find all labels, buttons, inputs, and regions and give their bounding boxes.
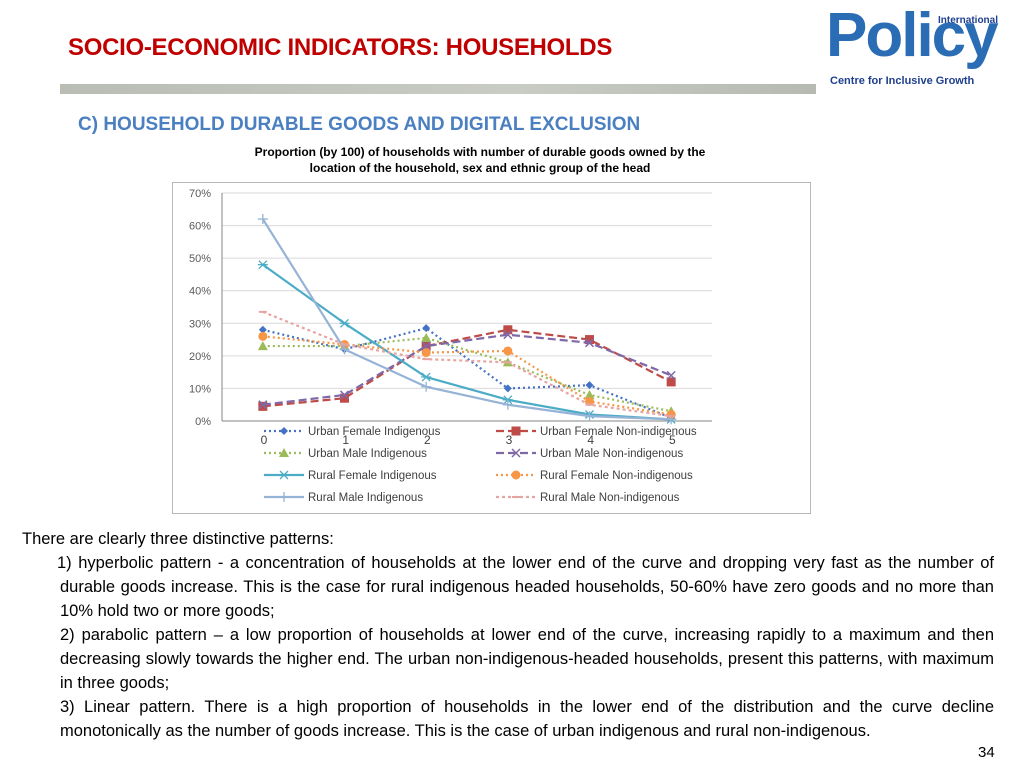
y-tick-label: 50% xyxy=(189,253,211,265)
data-point xyxy=(503,346,513,356)
series-line xyxy=(262,263,672,421)
legend-label: Rural Female Indigenous xyxy=(308,470,437,482)
data-point xyxy=(421,332,432,342)
data-point xyxy=(511,470,521,480)
data-point xyxy=(257,214,268,225)
data-point xyxy=(421,372,432,382)
data-point xyxy=(666,377,676,387)
data-point xyxy=(502,399,513,410)
data-point xyxy=(258,331,268,341)
series-rural-female-indigenous xyxy=(257,260,677,424)
chart-caption-line2: location of the household, sex and ethni… xyxy=(309,161,651,175)
body-text: There are clearly three distinctive patt… xyxy=(22,527,994,743)
data-point xyxy=(279,470,289,480)
patterns-intro: There are clearly three distinctive patt… xyxy=(22,530,334,548)
page-number: 34 xyxy=(978,744,995,761)
data-point xyxy=(258,325,267,334)
legend-label: Urban Male Non-indigenous xyxy=(540,448,683,460)
legend-item: Rural Male Indigenous xyxy=(264,492,423,504)
data-point xyxy=(340,393,349,403)
legend-label: Rural Male Non-indigenous xyxy=(540,492,680,504)
series-line xyxy=(262,336,672,413)
y-tick-label: 30% xyxy=(189,318,211,330)
legend-item: Urban Male Non-indigenous xyxy=(496,448,683,460)
legend-item: Urban Female Non-indigenous xyxy=(496,426,697,438)
data-point xyxy=(339,344,350,355)
data-point xyxy=(339,390,350,400)
legend-item: Rural Male Non-indigenous xyxy=(496,492,680,504)
series-urban-male-indigenous xyxy=(257,332,677,416)
legend-item: Urban Female Indigenous xyxy=(264,426,441,438)
series-line xyxy=(262,327,672,419)
legend-label: Urban Female Indigenous xyxy=(308,426,441,438)
x-tick-label: 2 xyxy=(424,433,431,447)
data-point xyxy=(503,384,512,393)
data-point xyxy=(280,427,288,435)
y-tick-label: 0% xyxy=(195,416,211,428)
data-point xyxy=(279,492,289,502)
series-line xyxy=(262,333,672,406)
y-tick-label: 10% xyxy=(189,383,211,395)
data-point xyxy=(421,381,432,392)
series-line xyxy=(261,218,672,421)
series-rural-male-non-indigenous xyxy=(258,310,676,418)
legend-label: Rural Female Non-indigenous xyxy=(540,470,693,482)
series-line xyxy=(262,335,672,416)
chart-caption-line1: Proportion (by 100) of households with n… xyxy=(254,145,706,159)
data-point xyxy=(421,341,431,351)
series-line xyxy=(262,310,672,418)
logo-wordmark: Policy xyxy=(826,1,999,70)
chart-container: 0% 10% 20% 30% 40% 50% 60% 70% 0 1 2 3 4 5 Urban Femal… xyxy=(172,182,811,514)
pattern-linear: 3) Linear pattern. There is a high propo… xyxy=(60,698,994,740)
legend-item: Urban Male Indigenous xyxy=(264,448,427,460)
data-point xyxy=(257,260,268,270)
data-point xyxy=(585,381,594,390)
data-point xyxy=(422,324,431,333)
series-rural-male-indigenous xyxy=(257,214,677,425)
logo-international-text: International xyxy=(938,15,999,26)
data-point xyxy=(584,411,595,422)
data-point xyxy=(585,335,594,345)
y-tick-label: 40% xyxy=(189,286,211,298)
series-line xyxy=(262,328,672,408)
title-divider xyxy=(60,84,816,94)
x-tick-label: 5 xyxy=(669,433,676,447)
x-tick-label: 1 xyxy=(342,433,349,447)
data-point xyxy=(584,389,595,399)
data-point xyxy=(258,400,268,410)
data-point xyxy=(339,318,350,328)
y-tick-label: 60% xyxy=(189,221,211,233)
policy-logo: International Policy Centre for Inclusiv… xyxy=(820,1,1020,98)
legend-item: Rural Female Indigenous xyxy=(264,470,437,482)
x-tick-label: 3 xyxy=(506,433,513,447)
logo-tagline: Centre for Inclusive Growth xyxy=(830,75,975,87)
legend-label: Rural Male Indigenous xyxy=(308,492,423,504)
pattern-hyperbolic: 1) hyperbolic pattern - a concentration … xyxy=(57,554,994,620)
data-point xyxy=(503,325,513,335)
legend-label: Urban Male Indigenous xyxy=(308,448,427,460)
pattern-parabolic: 2) parabolic pattern – a low proportion … xyxy=(60,626,994,692)
y-tick-label: 70% xyxy=(189,188,211,200)
legend-label: Urban Female Non-indigenous xyxy=(540,426,697,438)
data-point xyxy=(511,426,521,436)
data-point xyxy=(511,448,521,458)
series-urban-male-non-indigenous xyxy=(258,330,676,410)
series-urban-female-non-indigenous xyxy=(258,325,676,411)
section-subtitle: C) HOUSEHOLD DURABLE GOODS AND DIGITAL E… xyxy=(78,114,641,135)
series-rural-female-non-indigenous xyxy=(258,331,676,419)
data-point xyxy=(503,330,513,340)
data-point xyxy=(258,401,268,411)
x-tick-label: 4 xyxy=(587,433,594,447)
chart-caption: Proportion (by 100) of households with n… xyxy=(190,144,770,176)
data-point xyxy=(279,448,289,457)
legend-item: Rural Female Non-indigenous xyxy=(496,470,693,482)
data-point xyxy=(666,370,676,380)
data-point xyxy=(584,338,595,348)
data-point xyxy=(421,348,431,358)
page-title: SOCIO-ECONOMIC INDICATORS: HOUSEHOLDS xyxy=(68,34,613,61)
data-point xyxy=(257,341,268,351)
x-tick-label: 0 xyxy=(261,433,268,447)
y-tick-label: 20% xyxy=(189,351,211,363)
